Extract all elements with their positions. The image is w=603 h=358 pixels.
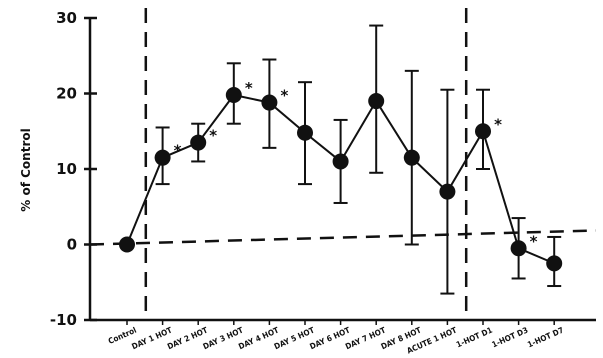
data-point — [190, 134, 207, 151]
y-tick-label: -10 — [50, 311, 77, 329]
error-bars — [155, 24, 562, 295]
y-tick-label: 10 — [56, 160, 77, 178]
zero-reference-line — [89, 229, 597, 246]
significance-star: * — [494, 115, 502, 133]
x-tick-label: 1-HOT D3 — [491, 326, 530, 350]
data-point — [225, 87, 242, 104]
x-tick-label: 1-HOT D7 — [526, 326, 565, 350]
significance-star: * — [530, 232, 538, 250]
y-tick-label: 0 — [67, 236, 77, 254]
data-point — [439, 183, 456, 200]
x-tick-label: 1-HOT D1 — [455, 326, 494, 350]
data-point — [297, 124, 313, 141]
significance-star: * — [245, 79, 253, 97]
significance-markers: * * * * * * — [174, 79, 538, 250]
data-point — [475, 123, 491, 140]
reference-lines — [89, 8, 597, 320]
data-point — [546, 255, 563, 272]
data-point — [154, 149, 171, 166]
data-point — [119, 236, 135, 253]
data-point — [368, 93, 385, 110]
data-point — [403, 149, 420, 166]
data-point — [510, 240, 527, 257]
data-points — [119, 87, 563, 272]
significance-star: * — [209, 127, 217, 145]
y-axis-label: % of Control — [19, 128, 33, 211]
data-point — [332, 153, 349, 170]
y-tick-label: 20 — [56, 85, 77, 103]
significance-star: * — [174, 142, 182, 160]
data-point — [261, 94, 278, 111]
y-tick-label: 30 — [56, 9, 77, 27]
significance-star: * — [280, 87, 288, 105]
